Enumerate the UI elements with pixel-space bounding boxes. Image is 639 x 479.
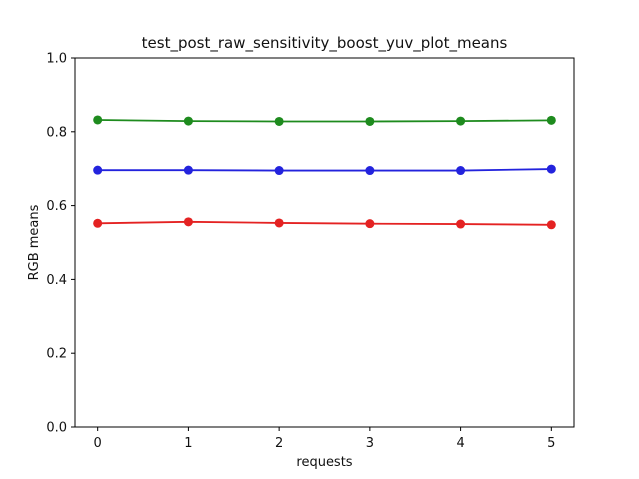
data-point-marker-green-channel-mean (274, 116, 284, 126)
x-tick-label: 4 (456, 436, 464, 451)
x-axis-label: requests (296, 455, 352, 470)
data-point-marker-red-channel-mean (456, 219, 466, 229)
axes-layer: 0 1 2 3 4 5 0.0 0.2 0.4 0.6 0.8 1.0 (46, 52, 575, 451)
series-layer (93, 115, 556, 230)
data-point-marker-red-channel-mean (93, 218, 103, 228)
data-point-marker-green-channel-mean (546, 115, 556, 125)
data-point-marker-green-channel-mean (183, 116, 193, 126)
data-point-marker-blue-channel-mean (546, 164, 556, 174)
data-point-marker-red-channel-mean (546, 220, 556, 230)
y-tick-label: 0.8 (46, 125, 67, 140)
y-tick-label: 0.6 (46, 199, 67, 214)
x-tick-label: 2 (275, 436, 283, 451)
data-point-marker-red-channel-mean (274, 218, 284, 228)
data-point-marker-blue-channel-mean (365, 166, 375, 176)
series-line-red-channel-mean (96, 220, 553, 226)
y-tick-label: 0.2 (46, 347, 67, 362)
series-line-green-channel-mean (96, 119, 553, 123)
x-tick-label: 5 (547, 436, 555, 451)
x-tick-label: 1 (184, 436, 192, 451)
data-point-marker-blue-channel-mean (456, 166, 466, 176)
y-tick-label: 0.0 (46, 421, 67, 436)
data-point-marker-blue-channel-mean (183, 165, 193, 175)
plot-title: test_post_raw_sensitivity_boost_yuv_plot… (142, 34, 508, 53)
data-point-marker-green-channel-mean (93, 115, 103, 125)
y-axis-label: RGB means (27, 204, 42, 280)
axes-frame (74, 57, 575, 428)
data-point-marker-red-channel-mean (183, 217, 193, 227)
data-point-marker-blue-channel-mean (274, 166, 284, 176)
series-line-blue-channel-mean (96, 168, 553, 172)
x-tick-label: 0 (94, 436, 102, 451)
data-point-marker-blue-channel-mean (93, 165, 103, 175)
data-point-marker-red-channel-mean (365, 219, 375, 229)
y-tick-label: 1.0 (46, 52, 67, 67)
data-point-marker-green-channel-mean (365, 116, 375, 126)
x-tick-label: 3 (366, 436, 374, 451)
data-point-marker-green-channel-mean (456, 116, 466, 126)
y-tick-label: 0.4 (46, 273, 67, 288)
